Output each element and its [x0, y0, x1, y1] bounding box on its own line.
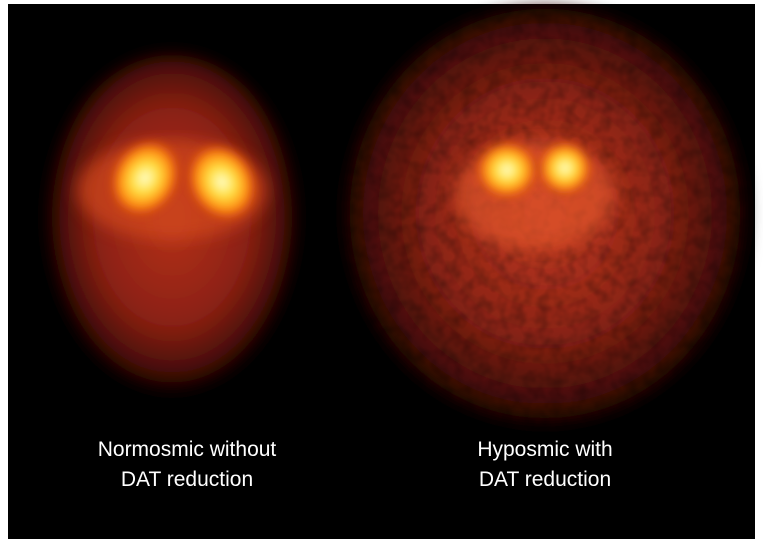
caption-line: DAT reduction — [479, 468, 611, 491]
scan-right — [340, 7, 750, 437]
caption-line: Hyposmic with — [477, 438, 612, 461]
caption-line: Normosmic without — [98, 438, 277, 461]
caption-line: DAT reduction — [121, 468, 253, 491]
scan-left — [42, 55, 302, 415]
